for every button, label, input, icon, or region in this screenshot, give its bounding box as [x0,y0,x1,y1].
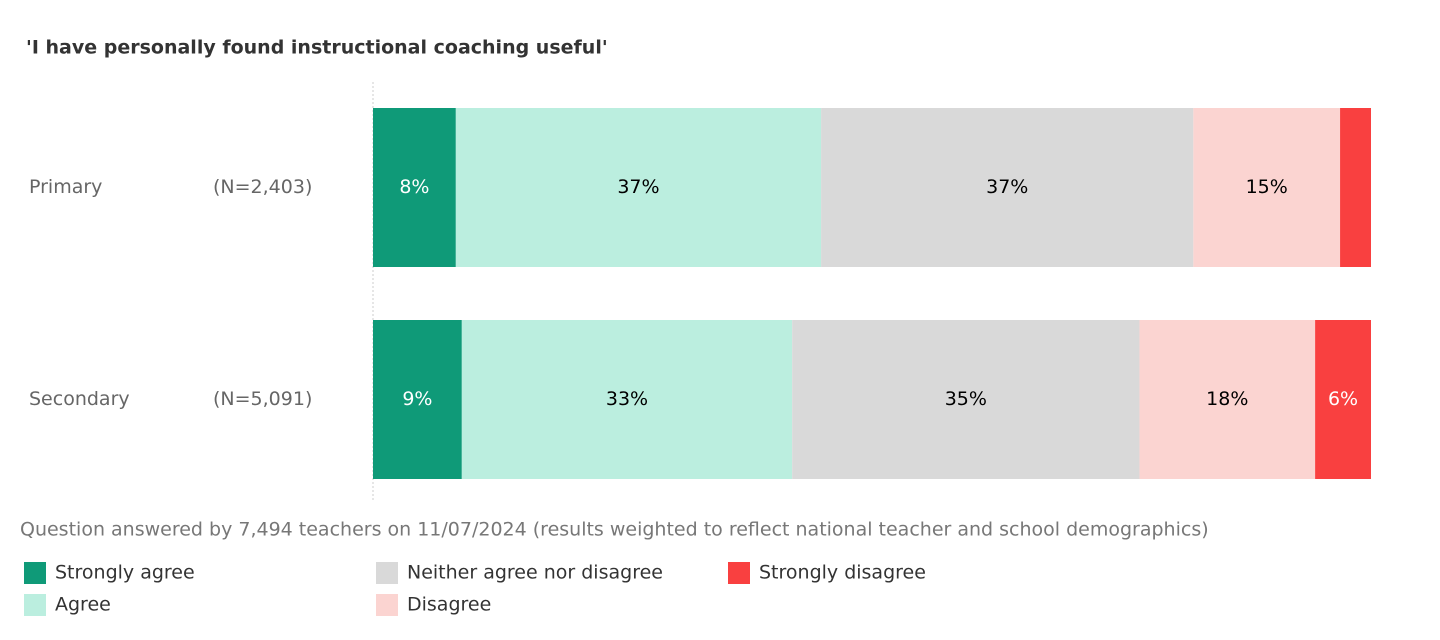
value-label: 37% [617,176,659,198]
sample-size-label: (N=2,403) [213,176,312,198]
value-label: 18% [1206,388,1248,410]
bar-segment [792,320,1140,479]
footnote: Question answered by 7,494 teachers on 1… [20,519,1209,541]
bar-segment [1315,320,1371,479]
legend-label: Strongly agree [55,562,195,584]
sample-size-label: (N=5,091) [213,388,312,410]
legend-label: Neither agree nor disagree [407,562,663,584]
value-label: 33% [606,388,648,410]
bar-segment [461,320,793,479]
legend-swatch [24,594,46,616]
legend-label: Disagree [407,594,491,616]
value-label: 6% [1328,388,1358,410]
chart-title: 'I have personally found instructional c… [26,37,608,59]
value-label: 8% [399,176,429,198]
bar-segment [1193,108,1341,267]
bar-segment [455,108,822,267]
bar-segment [821,108,1194,267]
legend-swatch [376,562,398,584]
legend-label: Agree [55,594,111,616]
category-label: Primary [29,176,102,198]
legend-label: Strongly disagree [759,562,926,584]
category-label: Secondary [29,388,130,410]
bar-segment [373,320,462,479]
bar-segment [373,108,456,267]
legend-swatch [376,594,398,616]
legend-swatch [728,562,750,584]
legend-swatch [24,562,46,584]
bar-segment [1340,108,1371,267]
value-label: 15% [1246,176,1288,198]
bar-segment [1139,320,1316,479]
value-label: 37% [986,176,1028,198]
value-label: 9% [402,388,432,410]
value-label: 35% [945,388,987,410]
